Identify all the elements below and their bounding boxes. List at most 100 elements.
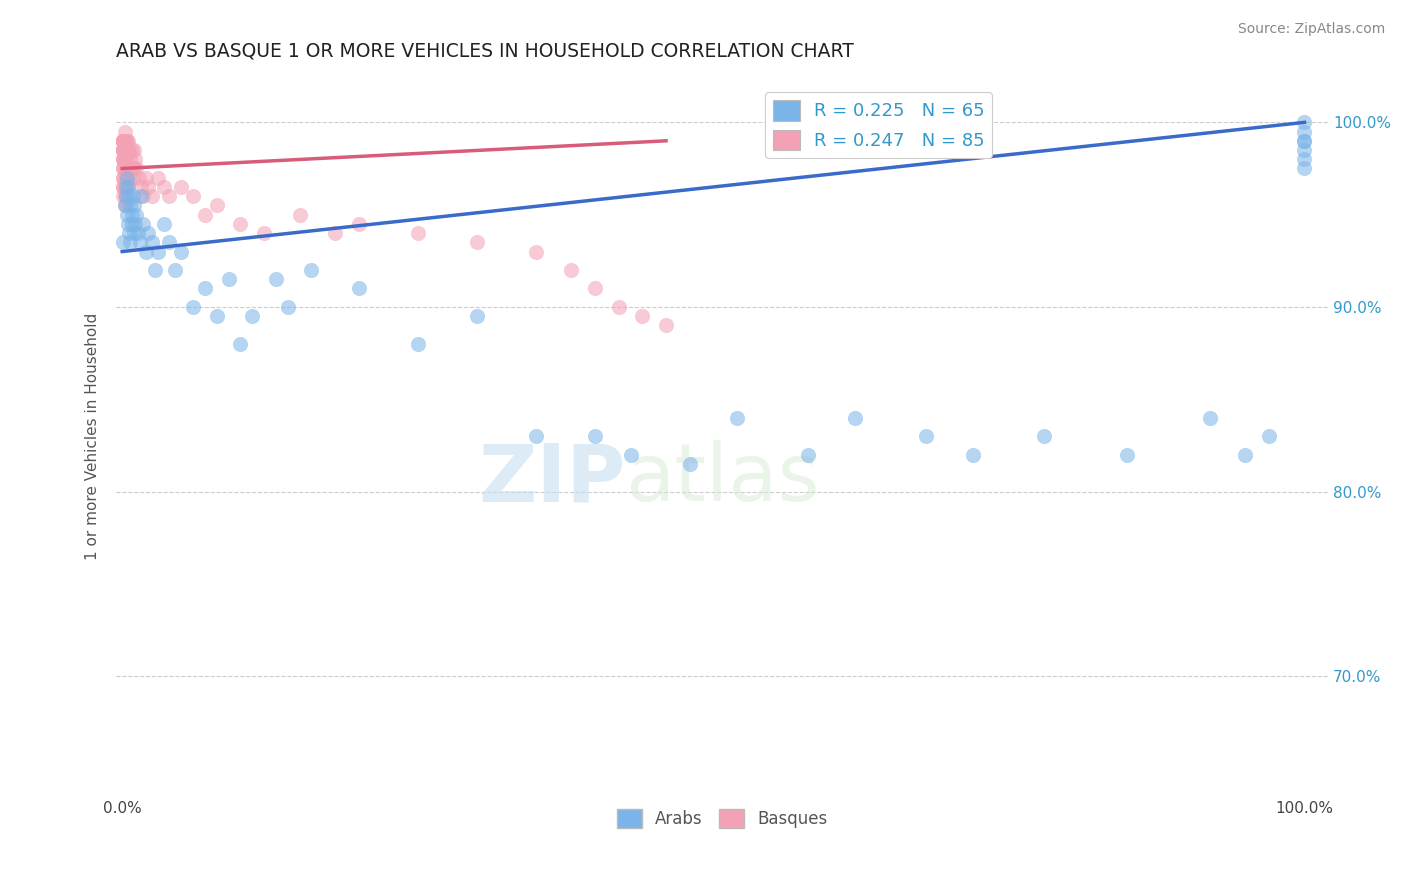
Point (583, 281, 606, 295)
Point (118, 143, 141, 157)
Point (115, 134, 138, 148)
Point (135, 244, 157, 259)
Point (128, 170, 150, 185)
Point (112, 235, 135, 250)
Point (152, 180, 174, 194)
Point (121, 143, 143, 157)
Point (135, 170, 157, 185)
Point (112, 134, 135, 148)
Point (844, 410, 866, 425)
Point (129, 180, 152, 194)
Point (143, 263, 166, 277)
Point (114, 161, 136, 176)
Point (915, 429, 938, 443)
Point (253, 226, 276, 240)
Point (120, 153, 142, 167)
Point (560, 263, 582, 277)
Point (112, 143, 135, 157)
Point (114, 134, 136, 148)
Point (962, 448, 984, 462)
Point (114, 189, 136, 203)
Point (114, 170, 136, 185)
Point (114, 143, 136, 157)
Point (121, 170, 143, 185)
Point (114, 180, 136, 194)
Point (112, 170, 135, 185)
Point (112, 143, 135, 157)
Point (129, 189, 152, 203)
Point (115, 161, 138, 176)
Point (122, 161, 145, 176)
Point (194, 281, 217, 295)
Point (117, 217, 139, 231)
Point (607, 300, 630, 314)
Point (1033, 429, 1056, 443)
Point (1294, 153, 1316, 167)
Point (122, 198, 145, 212)
Point (583, 429, 606, 443)
Point (112, 143, 135, 157)
Point (114, 189, 136, 203)
Point (205, 309, 228, 323)
Point (127, 226, 149, 240)
Point (120, 170, 142, 185)
Point (112, 189, 135, 203)
Point (159, 235, 181, 250)
Point (797, 448, 820, 462)
Point (120, 198, 142, 212)
Point (181, 189, 204, 203)
Point (115, 170, 138, 185)
Point (655, 318, 678, 333)
Point (159, 189, 181, 203)
Point (136, 180, 159, 194)
Point (170, 244, 193, 259)
Point (121, 161, 143, 176)
Point (112, 134, 135, 148)
Point (194, 208, 217, 222)
Point (129, 235, 152, 250)
Point (112, 143, 135, 157)
Point (112, 170, 135, 185)
Point (112, 134, 135, 148)
Point (465, 235, 488, 250)
Point (347, 281, 370, 295)
Point (112, 134, 135, 148)
Point (112, 161, 135, 176)
Legend: Arabs, Basques: Arabs, Basques (610, 802, 835, 835)
Point (114, 180, 136, 194)
Point (122, 226, 145, 240)
Point (114, 170, 136, 185)
Point (117, 161, 139, 176)
Point (288, 208, 311, 222)
Point (112, 134, 135, 148)
Point (524, 244, 547, 259)
Point (114, 189, 136, 203)
Point (112, 134, 135, 148)
Point (524, 429, 547, 443)
Point (229, 336, 252, 351)
Point (170, 180, 193, 194)
Point (114, 180, 136, 194)
Point (112, 153, 135, 167)
Point (114, 134, 136, 148)
Point (120, 235, 142, 250)
Point (114, 198, 136, 212)
Point (117, 134, 139, 148)
Point (240, 309, 263, 323)
Point (679, 457, 702, 471)
Point (1234, 448, 1257, 462)
Point (299, 263, 322, 277)
Point (117, 180, 139, 194)
Point (205, 198, 228, 212)
Point (277, 300, 299, 314)
Point (165, 263, 187, 277)
Point (114, 143, 136, 157)
Point (112, 153, 135, 167)
Point (114, 143, 136, 157)
Point (1258, 429, 1281, 443)
Point (114, 198, 136, 212)
Point (112, 134, 135, 148)
Point (631, 309, 654, 323)
Point (323, 226, 346, 240)
Point (114, 153, 136, 167)
